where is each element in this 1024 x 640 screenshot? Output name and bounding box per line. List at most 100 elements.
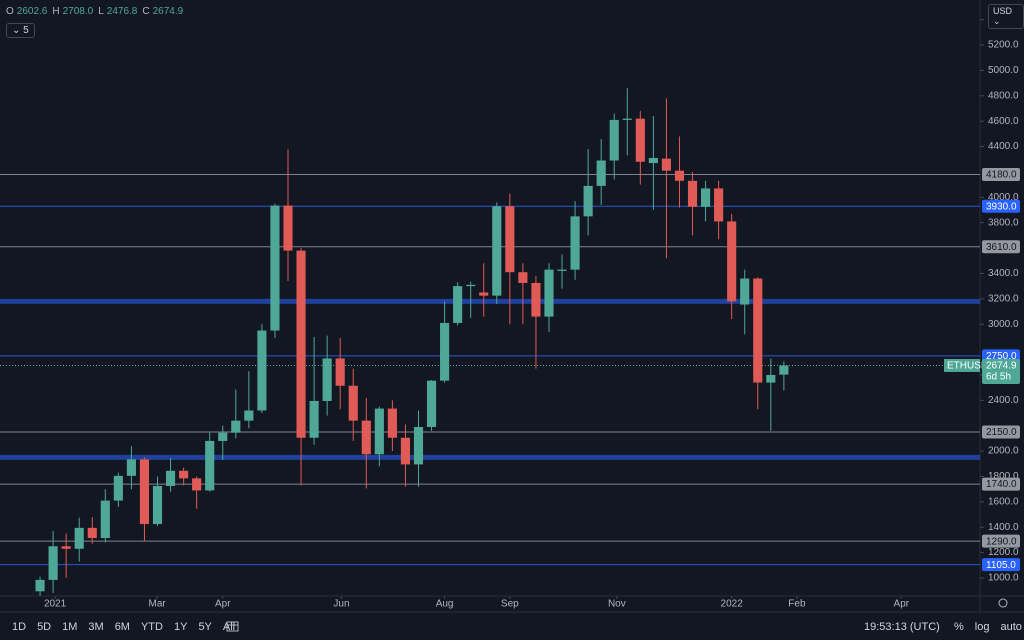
collapse-count: 5 [23,25,29,36]
range-button[interactable]: 6M [114,621,130,633]
candle-body [270,205,280,331]
x-tick-label: Sep [501,599,519,610]
scale-option[interactable]: log [974,621,990,633]
y-tick-label: 5200.0 [988,40,1019,51]
axes: 1000.0 1200.0 1400.0 1600.0 1800.0 2000.0 2400… [44,14,1020,610]
candle-body [714,188,724,222]
y-tick-label: 4000.0 [988,192,1019,203]
date-range-icon[interactable] [226,621,240,633]
x-tick-label: Feb [788,599,806,610]
candle-body [165,470,176,486]
y-tick-label: 1400.0 [988,522,1019,533]
currency-button[interactable]: USD ⌄ [988,4,1024,29]
candle-body [113,475,123,501]
candle-body [635,118,645,162]
candle-body [440,322,450,381]
candle-body [779,365,789,375]
range-button[interactable]: 1D [12,621,27,633]
candle-body [100,500,110,539]
y-tick-label: 4400.0 [988,141,1019,152]
level-label: 1740.0 [986,479,1017,490]
candle-body [531,282,541,317]
y-tick-label: 5000.0 [988,65,1019,76]
y-tick-label: 3800.0 [988,217,1019,228]
range-button[interactable]: YTD [140,621,163,633]
candle-body [453,286,463,323]
level-badge [982,167,1020,181]
scale-option[interactable]: auto [1000,621,1022,633]
candle-body [296,250,306,438]
candle-body [87,527,97,539]
range-button[interactable]: 5D [37,621,52,633]
candle-body [492,206,502,296]
candle-body [740,278,750,305]
candle-body [309,400,319,438]
candle-body [413,426,424,465]
ohlc-value: 2602.6 [16,6,48,17]
y-tick-label: 4600.0 [988,116,1019,127]
range-button[interactable]: 5Y [198,621,212,633]
candle-body [283,205,293,251]
candle-body [192,478,202,491]
ohlc-key: O [6,6,14,17]
y-tick-label: 3000.0 [988,319,1019,330]
x-tick-label: Aug [436,599,454,610]
candle-body [205,440,215,491]
x-tick-label: 2022 [721,599,744,610]
candle-body [400,437,411,465]
candle-body [48,546,58,580]
x-tick-label: Nov [608,599,626,610]
candle-body [322,358,332,401]
level-badge [982,558,1020,572]
y-tick-label: 1800.0 [988,471,1019,482]
y-tick-label: 2400.0 [988,395,1019,406]
candle-body [374,408,384,455]
range-button[interactable]: 3M [88,621,104,633]
x-tick-label: Apr [215,599,231,610]
x-tick-label: Apr [894,599,910,610]
level-label: 3930.0 [986,201,1017,212]
y-tick-label: 1200.0 [988,547,1019,558]
ohlc-value: 2708.0 [62,6,94,17]
level-badge [982,477,1020,491]
range-button[interactable]: All [222,621,236,633]
candle-body [727,221,737,302]
candle-body [179,470,189,479]
level-label: 3610.0 [986,242,1017,253]
candle-body [518,272,528,283]
scale-option[interactable]: % [954,621,964,633]
candle-body [361,420,371,455]
candle-body [766,374,776,383]
collapse-button[interactable]: ⌄ 5 [6,23,35,38]
candle-body [387,408,397,438]
candle-body [426,380,437,427]
candle-body [152,485,163,525]
price-badge [982,358,1020,384]
candle-body [61,546,71,549]
candle-body [257,330,267,411]
countdown-label: 6d 5h [986,372,1011,383]
range-button[interactable]: 1M [62,621,78,633]
candle-body [139,459,150,525]
ohlc-key: C [142,6,150,17]
level-badge [982,425,1020,439]
y-tick-label: 4800.0 [988,90,1019,101]
ohlc-key: L [98,6,104,17]
candle-body [231,420,241,433]
candle-body [348,385,358,421]
ohlc-value: 2674.9 [152,6,184,17]
settings-icon[interactable] [998,598,1008,608]
level-label: 4180.0 [986,170,1017,181]
candle-body [505,206,515,273]
candle-body [609,119,619,161]
y-tick-label: 3400.0 [988,268,1019,279]
currency: USD [993,6,1013,16]
symbol-badge [944,358,980,372]
candle-body [596,160,606,186]
level-label: 2150.0 [986,427,1017,438]
range-buttons: 1D 5D 1M 3M 6M YTD 1Y 5Y All [12,621,235,633]
range-button[interactable]: 1Y [173,621,188,633]
scale-options: % log auto [954,621,1022,633]
